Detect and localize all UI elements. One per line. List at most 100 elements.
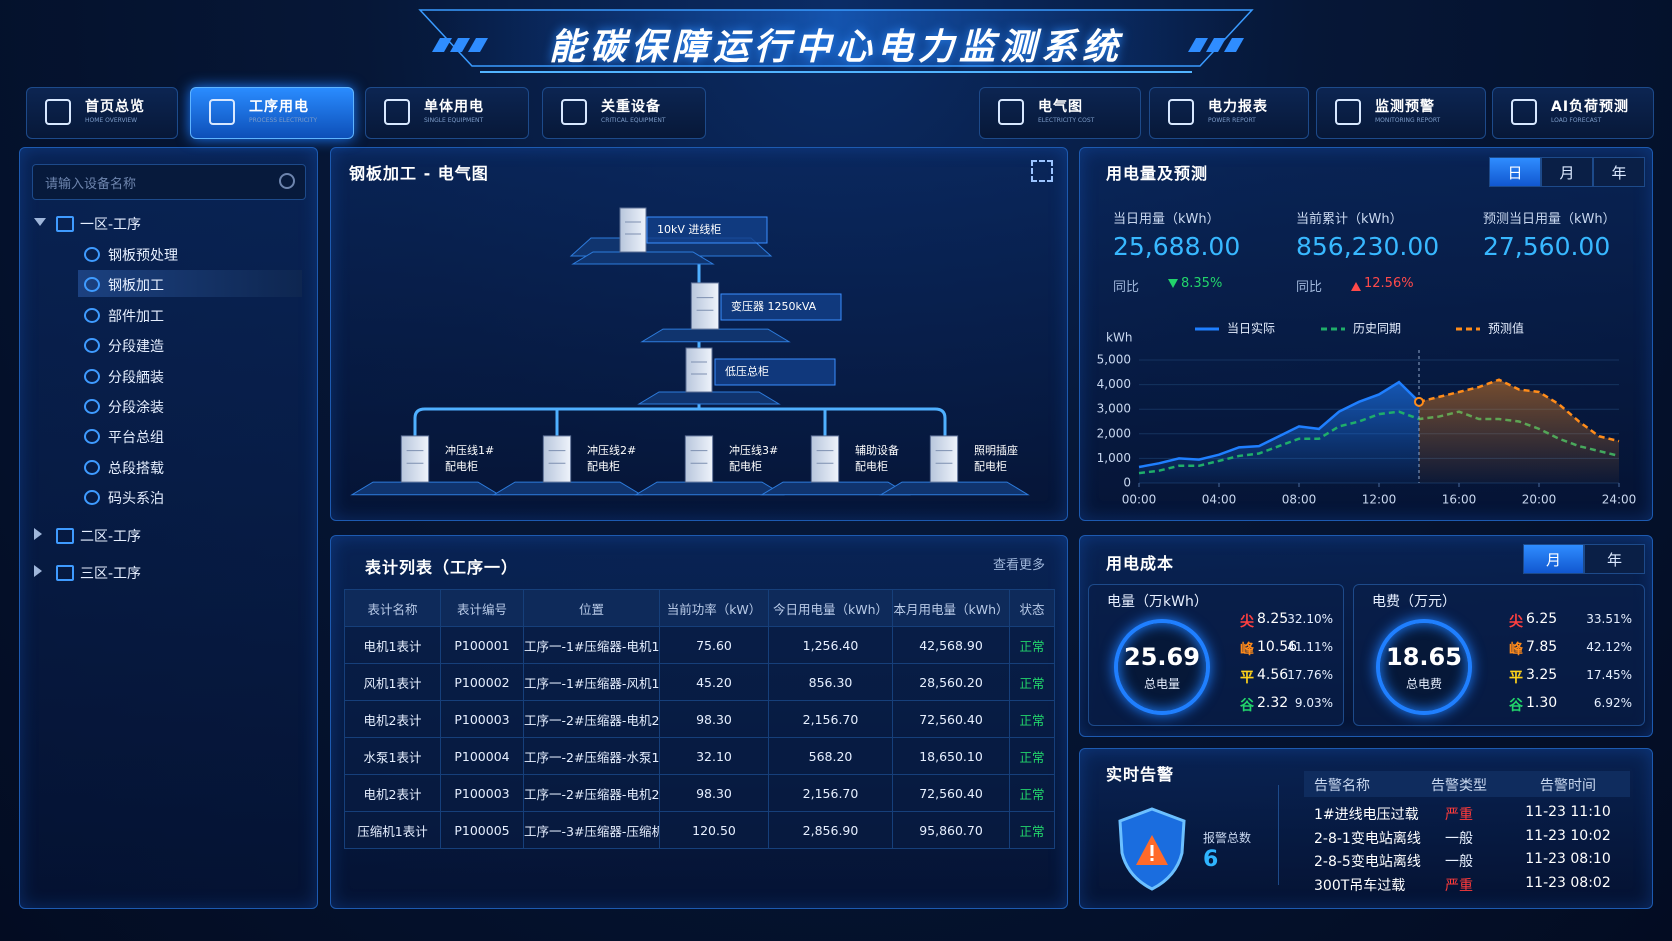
- y-tick-label: 2,000: [1097, 426, 1131, 440]
- compare-label: 同比: [1113, 280, 1140, 295]
- x-tick-label: 00:00: [1122, 493, 1157, 507]
- table-row[interactable]: 压缩机1表计 P100005 工序一-3#压缩器-压缩机1 120.50 2,856.9…: [344, 811, 1055, 849]
- nav-tab[interactable]: 电力报表 POWER REPORT: [1149, 87, 1309, 139]
- feeder-name: 冲压线1#: [445, 443, 494, 457]
- tree-node[interactable]: 分段舾装: [20, 362, 317, 390]
- alarm-name[interactable]: 300T吊车过载: [1314, 877, 1406, 894]
- y-tick-label: 5,000: [1097, 353, 1131, 367]
- cost-card: 电费（万元） 18.65 总电费 尖 6.25 33.51% 峰 7.85 42.12% 平 3.2…: [1353, 584, 1645, 726]
- compare-value: 8.35%: [1181, 276, 1223, 291]
- tier-share: 32.10%: [1287, 612, 1333, 626]
- table-row[interactable]: 电机2表计 P100003 工序一-2#压缩器-电机2 98.30 2,156.70 72…: [344, 700, 1055, 738]
- y-tick-label: 1,000: [1097, 451, 1131, 465]
- nav-label: 监测预警: [1375, 99, 1435, 115]
- shield-icon: [1118, 807, 1186, 891]
- tree-label: 平台总组: [108, 430, 164, 447]
- nav-tab[interactable]: 工序用电 PROCESS ELECTRICITY: [190, 87, 354, 139]
- table-cell: 电机1表计: [344, 626, 441, 664]
- nav-label: 电力报表: [1208, 99, 1268, 115]
- nav-icon: [209, 99, 235, 125]
- table-cell: 2,856.90: [768, 811, 893, 849]
- table-row[interactable]: 水泵1表计 P100004 工序一-2#压缩器-水泵1 32.10 568.20 18,6…: [344, 737, 1055, 775]
- node-icon: [56, 564, 74, 581]
- platform: [640, 328, 791, 343]
- nav-tab[interactable]: 电气图 ELECTRICITY COST: [979, 87, 1141, 139]
- panel-title: 用电量及预测: [1106, 164, 1209, 183]
- cabinet: [685, 347, 713, 393]
- tree-node[interactable]: 部件加工: [20, 301, 317, 329]
- legend-label: 历史同期: [1353, 322, 1401, 336]
- alarm-name[interactable]: 2-8-5变电站离线: [1314, 854, 1421, 870]
- table-cell: 水泵1表计: [344, 737, 441, 775]
- tab[interactable]: 日: [1489, 157, 1541, 187]
- table-cell: 568.20: [768, 737, 893, 775]
- feeder-sub: 配电柜: [587, 460, 620, 473]
- nav-label: 单体用电: [424, 99, 484, 115]
- node-icon: [56, 216, 74, 232]
- table-row[interactable]: 电机2表计 P100003 工序一-2#压缩器-电机2 98.30 2,156.70 72…: [344, 774, 1055, 812]
- table-cell: 98.30: [659, 700, 769, 738]
- tree-node[interactable]: 分段涂装: [20, 392, 317, 420]
- tree-label: 分段建造: [108, 339, 164, 356]
- node-icon: [84, 429, 100, 445]
- card-title: 电量（万kWh）: [1107, 594, 1208, 610]
- table-row[interactable]: 风机1表计 P100002 工序一-1#压缩器-风机1 45.20 856.30 28,5…: [344, 663, 1055, 701]
- alarm-time: 11-23 08:10: [1525, 851, 1611, 867]
- tree-node[interactable]: 钢板加工: [20, 270, 317, 298]
- feeder-name: 冲压线3#: [729, 443, 778, 457]
- tree-node[interactable]: 总段搭载: [20, 453, 317, 481]
- tab[interactable]: 年: [1593, 157, 1645, 187]
- diagram-panel: 钢板加工 - 电气图 10kV 进线柜 变压器 1250kVA 低压总柜 冲压线1# 配…: [330, 147, 1068, 521]
- tier: 峰: [1509, 642, 1523, 658]
- table-cell: 2,156.70: [768, 774, 893, 812]
- header-decoration: [418, 9, 1254, 73]
- feeder-sub: 配电柜: [855, 460, 888, 473]
- alarm-panel: 实时告警 报警总数 6 告警名称 告警类型 告警时间 1#进线电压过载 严重 11-23 …: [1079, 748, 1653, 909]
- table-cell: 75.60: [659, 626, 769, 664]
- table-cell: 32.10: [659, 737, 769, 775]
- stat-value: 856,230.00: [1296, 232, 1440, 261]
- nav-label: 工序用电: [249, 99, 309, 115]
- alarm-column: 告警时间: [1540, 778, 1596, 794]
- view-more[interactable]: 查看更多: [992, 558, 1045, 573]
- tree-node[interactable]: 三区-工序: [20, 557, 317, 587]
- tree-node[interactable]: 分段建造: [20, 331, 317, 359]
- node-icon: [56, 527, 74, 544]
- table-cell: 正常: [1009, 811, 1055, 849]
- stat-label: 当前累计（kWh）: [1296, 212, 1403, 227]
- tier-value: 8.25: [1257, 611, 1289, 627]
- table-row[interactable]: 电机1表计 P100001 工序一-1#压缩器-电机1 75.60 1,256.40 42…: [344, 626, 1055, 664]
- tab[interactable]: 月: [1541, 157, 1593, 187]
- column-header: 位置: [523, 589, 660, 627]
- tier: 尖: [1509, 614, 1523, 630]
- tree-node[interactable]: 钢板预处理: [20, 240, 317, 268]
- fullscreen-button[interactable]: [1031, 160, 1053, 182]
- alarm-total-label: 报警总数: [1203, 831, 1252, 845]
- legend-label: 预测值: [1488, 321, 1524, 336]
- tab[interactable]: 年: [1584, 544, 1645, 574]
- tier-share: 33.51%: [1586, 612, 1632, 626]
- column-header: 状态: [1009, 589, 1055, 627]
- panel-title: 表计列表（工序一）: [365, 558, 519, 577]
- tree-node[interactable]: 码头系泊: [20, 483, 317, 511]
- nav-tab[interactable]: 首页总览 HOME OVERVIEW: [26, 87, 178, 139]
- platform: [571, 251, 715, 265]
- table-cell: 电机2表计: [344, 700, 441, 738]
- tier-value: 1.30: [1526, 695, 1558, 711]
- tier-value: 6.25: [1526, 611, 1558, 627]
- tab[interactable]: 月: [1523, 544, 1584, 574]
- tree-node[interactable]: 一区-工序: [20, 208, 317, 238]
- nav-tab[interactable]: AI负荷预测 LOAD FORECAST: [1492, 87, 1654, 139]
- nav-tab[interactable]: 关重设备 CRITICAL EQUIPMENT: [542, 87, 706, 139]
- tree-label: 码头系泊: [108, 491, 164, 508]
- tree-node[interactable]: 平台总组: [20, 422, 317, 450]
- cabinet: [619, 207, 647, 253]
- tree-node[interactable]: 二区-工序: [20, 520, 317, 550]
- nav-tab[interactable]: 单体用电 SINGLE EQUIPMENT: [365, 87, 529, 139]
- nav-tab[interactable]: 监测预警 MONITORING REPORT: [1316, 87, 1486, 139]
- alarm-name[interactable]: 1#进线电压过载: [1314, 807, 1419, 823]
- alarm-name[interactable]: 2-8-1变电站离线: [1314, 830, 1421, 847]
- search-box[interactable]: 请输入设备名称: [32, 164, 306, 200]
